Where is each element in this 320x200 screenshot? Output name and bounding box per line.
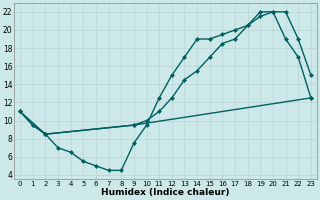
- X-axis label: Humidex (Indice chaleur): Humidex (Indice chaleur): [101, 188, 230, 197]
